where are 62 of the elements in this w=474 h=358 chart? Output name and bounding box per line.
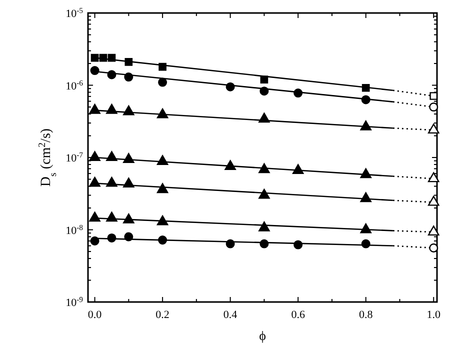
x-tick-label: 0.4	[223, 309, 238, 321]
point	[258, 163, 270, 174]
y-tick-label: 10$^{-7}$	[66, 150, 84, 164]
point	[428, 124, 440, 134]
point	[106, 176, 118, 187]
y-tick-label: 10$^{-8}$	[66, 222, 84, 237]
point	[292, 164, 304, 174]
point	[106, 151, 118, 162]
point	[90, 66, 100, 76]
y-tick-label: 10$^{-9}$	[66, 294, 84, 309]
x-tick-label: 0.0	[88, 309, 102, 321]
point	[258, 222, 270, 232]
point	[90, 54, 99, 62]
point	[108, 54, 116, 62]
point	[106, 104, 118, 114]
point	[258, 112, 270, 123]
point	[429, 243, 438, 252]
point	[294, 88, 303, 98]
x-tick-label: 0.2	[156, 309, 170, 321]
point	[362, 84, 370, 92]
point	[158, 62, 166, 71]
point	[258, 188, 270, 199]
point	[224, 160, 236, 170]
point	[124, 58, 133, 66]
point	[360, 192, 372, 202]
point	[360, 120, 372, 130]
point	[260, 76, 268, 84]
point	[156, 183, 168, 194]
point	[99, 54, 108, 62]
point	[260, 86, 269, 96]
point	[360, 223, 372, 234]
point	[123, 178, 134, 188]
point	[106, 212, 118, 222]
point	[428, 226, 440, 236]
point	[89, 104, 100, 114]
x-tick-label: 0.6	[291, 309, 306, 321]
point	[226, 82, 235, 92]
point	[123, 105, 134, 116]
point	[123, 213, 134, 224]
point	[428, 172, 440, 182]
point	[361, 95, 370, 104]
point	[360, 168, 372, 178]
point	[107, 70, 116, 80]
y-tick-label: 10$^{-6}$	[66, 78, 84, 92]
point	[124, 72, 134, 82]
x-axis-title: ϕ	[259, 328, 266, 343]
point	[89, 151, 100, 162]
point	[158, 78, 168, 87]
y-tick-label: 10$^{-5}$	[66, 6, 84, 20]
point	[156, 108, 168, 118]
point	[90, 236, 100, 246]
point	[156, 155, 168, 166]
point	[429, 102, 438, 112]
point	[430, 92, 438, 100]
point	[428, 196, 440, 206]
point	[123, 153, 134, 163]
point	[89, 176, 100, 187]
x-tick-label: 0.8	[358, 309, 374, 321]
point	[107, 233, 116, 242]
point	[156, 215, 168, 226]
point	[89, 212, 100, 222]
x-tick-label: 1.0	[426, 309, 441, 321]
